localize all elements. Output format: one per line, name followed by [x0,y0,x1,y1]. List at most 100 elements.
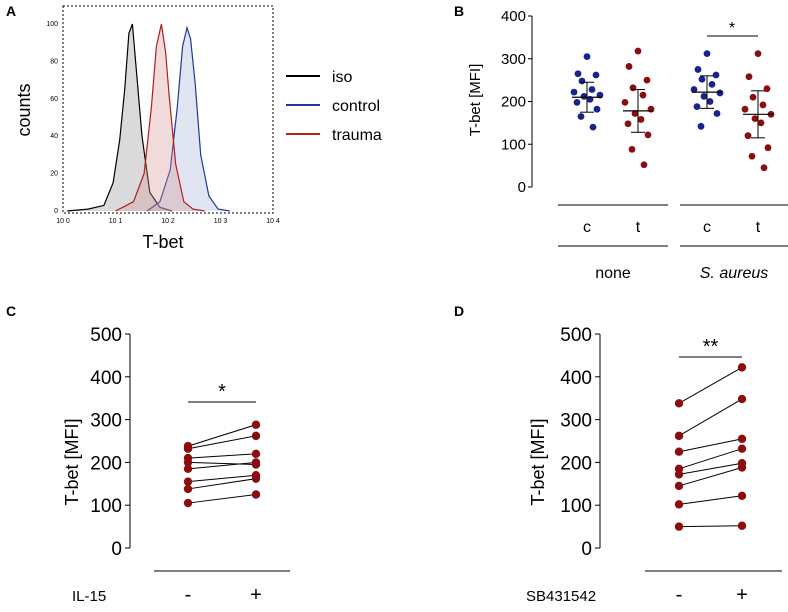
paired-panel-d: T-bet [MFI] 0 100 200 300 400 500 SB431542 - + ** [526,325,782,606]
scatter-point [694,66,702,73]
paired-point-before [674,447,684,456]
paired-connector [187,435,257,450]
scatter-point [592,71,600,79]
paired-d-y-title: T-bet [MFI] [528,418,548,505]
paired-point-before [183,484,193,494]
paired-connector [187,478,257,490]
scatter-point [647,105,655,113]
scatter-point [700,92,708,100]
paired-connector [678,467,743,487]
paired-plot-d: 0 100 200 300 400 500 SB431542 - + ** [526,325,782,606]
panel-label-a: A [6,3,16,19]
histogram-x-title: T-bet [142,232,183,252]
scatter-point [621,98,629,106]
scatter-point [574,70,582,78]
paired-point-after [251,490,261,499]
paired-point-after [737,444,747,453]
paired-point-after [737,491,747,500]
paired-condition-label: SB431542 [526,588,596,605]
paired-point-after [251,431,261,441]
paired-point-before [183,453,193,463]
scatter-point [690,86,698,93]
paired-point-before [674,522,684,531]
paired-point-after [737,363,747,372]
scatter-point [749,93,757,101]
paired-y-tick-400: 400 [560,368,592,389]
scatter-x-tick-2: c [703,219,711,236]
paired-point-after [737,521,747,530]
histogram-x-tick-4: 10 4 [266,218,280,225]
scatter-point [751,115,759,122]
histogram-x-tick-0: 10 0 [56,218,70,225]
paired-y-tick-100: 100 [90,496,122,517]
scatter-point [744,132,752,140]
paired-connector [678,495,743,505]
paired-y-tick-300: 300 [90,411,122,432]
scatter-point [570,88,578,96]
paired-x-tick-minus: - [676,584,683,606]
paired-connector [678,398,743,437]
scatter-point [643,76,651,84]
scatter-point [748,152,756,160]
paired-point-after [251,460,261,469]
scatter-point [593,105,601,113]
paired-connector [678,366,743,404]
histogram-y-tick-40: 40 [50,133,58,140]
scatter-point [698,75,706,83]
paired-point-before [183,477,193,486]
paired-connector [187,461,257,470]
scatter-point [634,47,642,55]
scatter-point [706,98,714,105]
scatter-point [583,53,591,61]
scatter-point [588,86,596,93]
scatter-panel: T-bet [MFI] 0 100 200 300 400 c t c t none S. aure… [467,8,788,282]
histogram-fill-control [147,27,230,212]
histogram-fill-trauma [115,24,205,211]
scatter-x-tick-1: t [636,219,641,236]
group-label-none: none [595,265,631,282]
paired-connector [187,474,257,483]
histogram-x-tick-2: 10 2 [161,218,175,225]
scatter-point [578,77,586,85]
histogram-curve-iso [67,23,173,212]
histogram-y-tick-0: 0 [54,208,58,215]
scatter-plot: 0 100 200 300 400 c t c t none S. aureus * [501,8,788,282]
scatter-point [754,50,762,58]
scatter-y-tick-400: 400 [501,8,526,25]
scatter-point [640,161,648,169]
paired-y-tick-200: 200 [90,453,122,474]
paired-y-tick-0: 0 [111,539,122,560]
scatter-y-tick-200: 200 [501,94,526,111]
histogram-x-ticks: 10 0 10 1 10 2 10 3 10 4 [56,218,280,225]
paired-x-tick-minus: - [185,584,192,606]
scatter-point [712,71,720,79]
scatter-point [580,92,588,100]
panel-label-d: D [454,303,464,319]
scatter-point [644,131,652,139]
significance-star: * [218,381,226,403]
paired-panel-c: T-bet [MFI] 0 100 200 300 400 500 IL-15 - + * [62,325,290,606]
paired-connector [187,461,257,466]
histogram-fill-iso [67,24,173,211]
paired-connector [678,525,743,528]
paired-connector [187,494,257,504]
histogram-x-tick-3: 10 3 [214,218,228,225]
paired-point-before [183,441,193,451]
histogram-panel: 0 20 40 60 80 100 10 0 10 1 10 2 10 3 10 4 counts… [14,5,382,252]
histogram-curve-trauma [115,23,205,212]
scatter-point [708,81,716,88]
significance-star: ** [703,336,719,358]
legend-label-iso: iso [332,69,353,86]
scatter-point [759,101,767,109]
paired-point-after [251,471,261,480]
scatter-y-tick-100: 100 [501,136,526,153]
paired-connector [187,453,257,459]
paired-y-tick-500: 500 [560,325,592,346]
histogram-y-tick-100: 100 [46,21,58,28]
scatter-point [625,63,633,70]
paired-y-tick-400: 400 [90,368,122,389]
scatter-point [716,89,724,97]
paired-point-before [674,399,684,408]
scatter-point [757,119,765,127]
paired-connector [678,448,743,470]
